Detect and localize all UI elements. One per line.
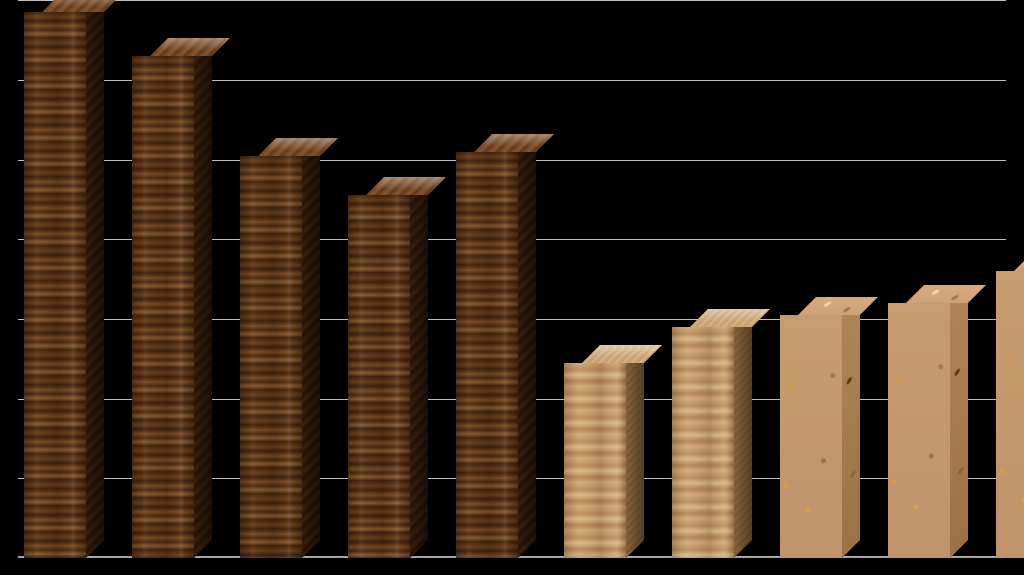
bar (996, 271, 1024, 558)
bar-top (150, 38, 230, 56)
bar-top (1014, 253, 1024, 271)
bar-front (456, 152, 518, 558)
bar (780, 315, 842, 558)
bar-front (132, 56, 194, 558)
bar (456, 152, 518, 558)
bar (24, 12, 86, 558)
bar-side (734, 309, 752, 558)
bar (348, 195, 410, 558)
bar (564, 363, 626, 558)
bar-front (564, 363, 626, 558)
bar-front (888, 303, 950, 558)
bar (888, 303, 950, 558)
bar-front (672, 327, 734, 558)
bar-chart-3d (0, 0, 1024, 575)
bar (672, 327, 734, 558)
bar-top (690, 309, 770, 327)
gridline (18, 0, 1006, 1)
bar-side (626, 345, 644, 558)
bar-top (366, 177, 446, 195)
plot-area (18, 0, 1006, 558)
bar-top (258, 138, 338, 156)
bar-side (86, 0, 104, 558)
bar-top (42, 0, 122, 12)
bar-side (842, 297, 860, 558)
bar-side (518, 134, 536, 558)
bar-front (24, 12, 86, 558)
bar-side (410, 177, 428, 558)
bar-front (780, 315, 842, 558)
bar-top (582, 345, 662, 363)
bar (132, 56, 194, 558)
bar (240, 156, 302, 558)
bar-front (996, 271, 1024, 558)
bar-front (348, 195, 410, 558)
bar-side (950, 285, 968, 558)
bar-top (474, 134, 554, 152)
bar-side (194, 38, 212, 558)
bar-side (302, 138, 320, 558)
bar-front (240, 156, 302, 558)
bar-top (906, 285, 986, 303)
bar-top (798, 297, 878, 315)
